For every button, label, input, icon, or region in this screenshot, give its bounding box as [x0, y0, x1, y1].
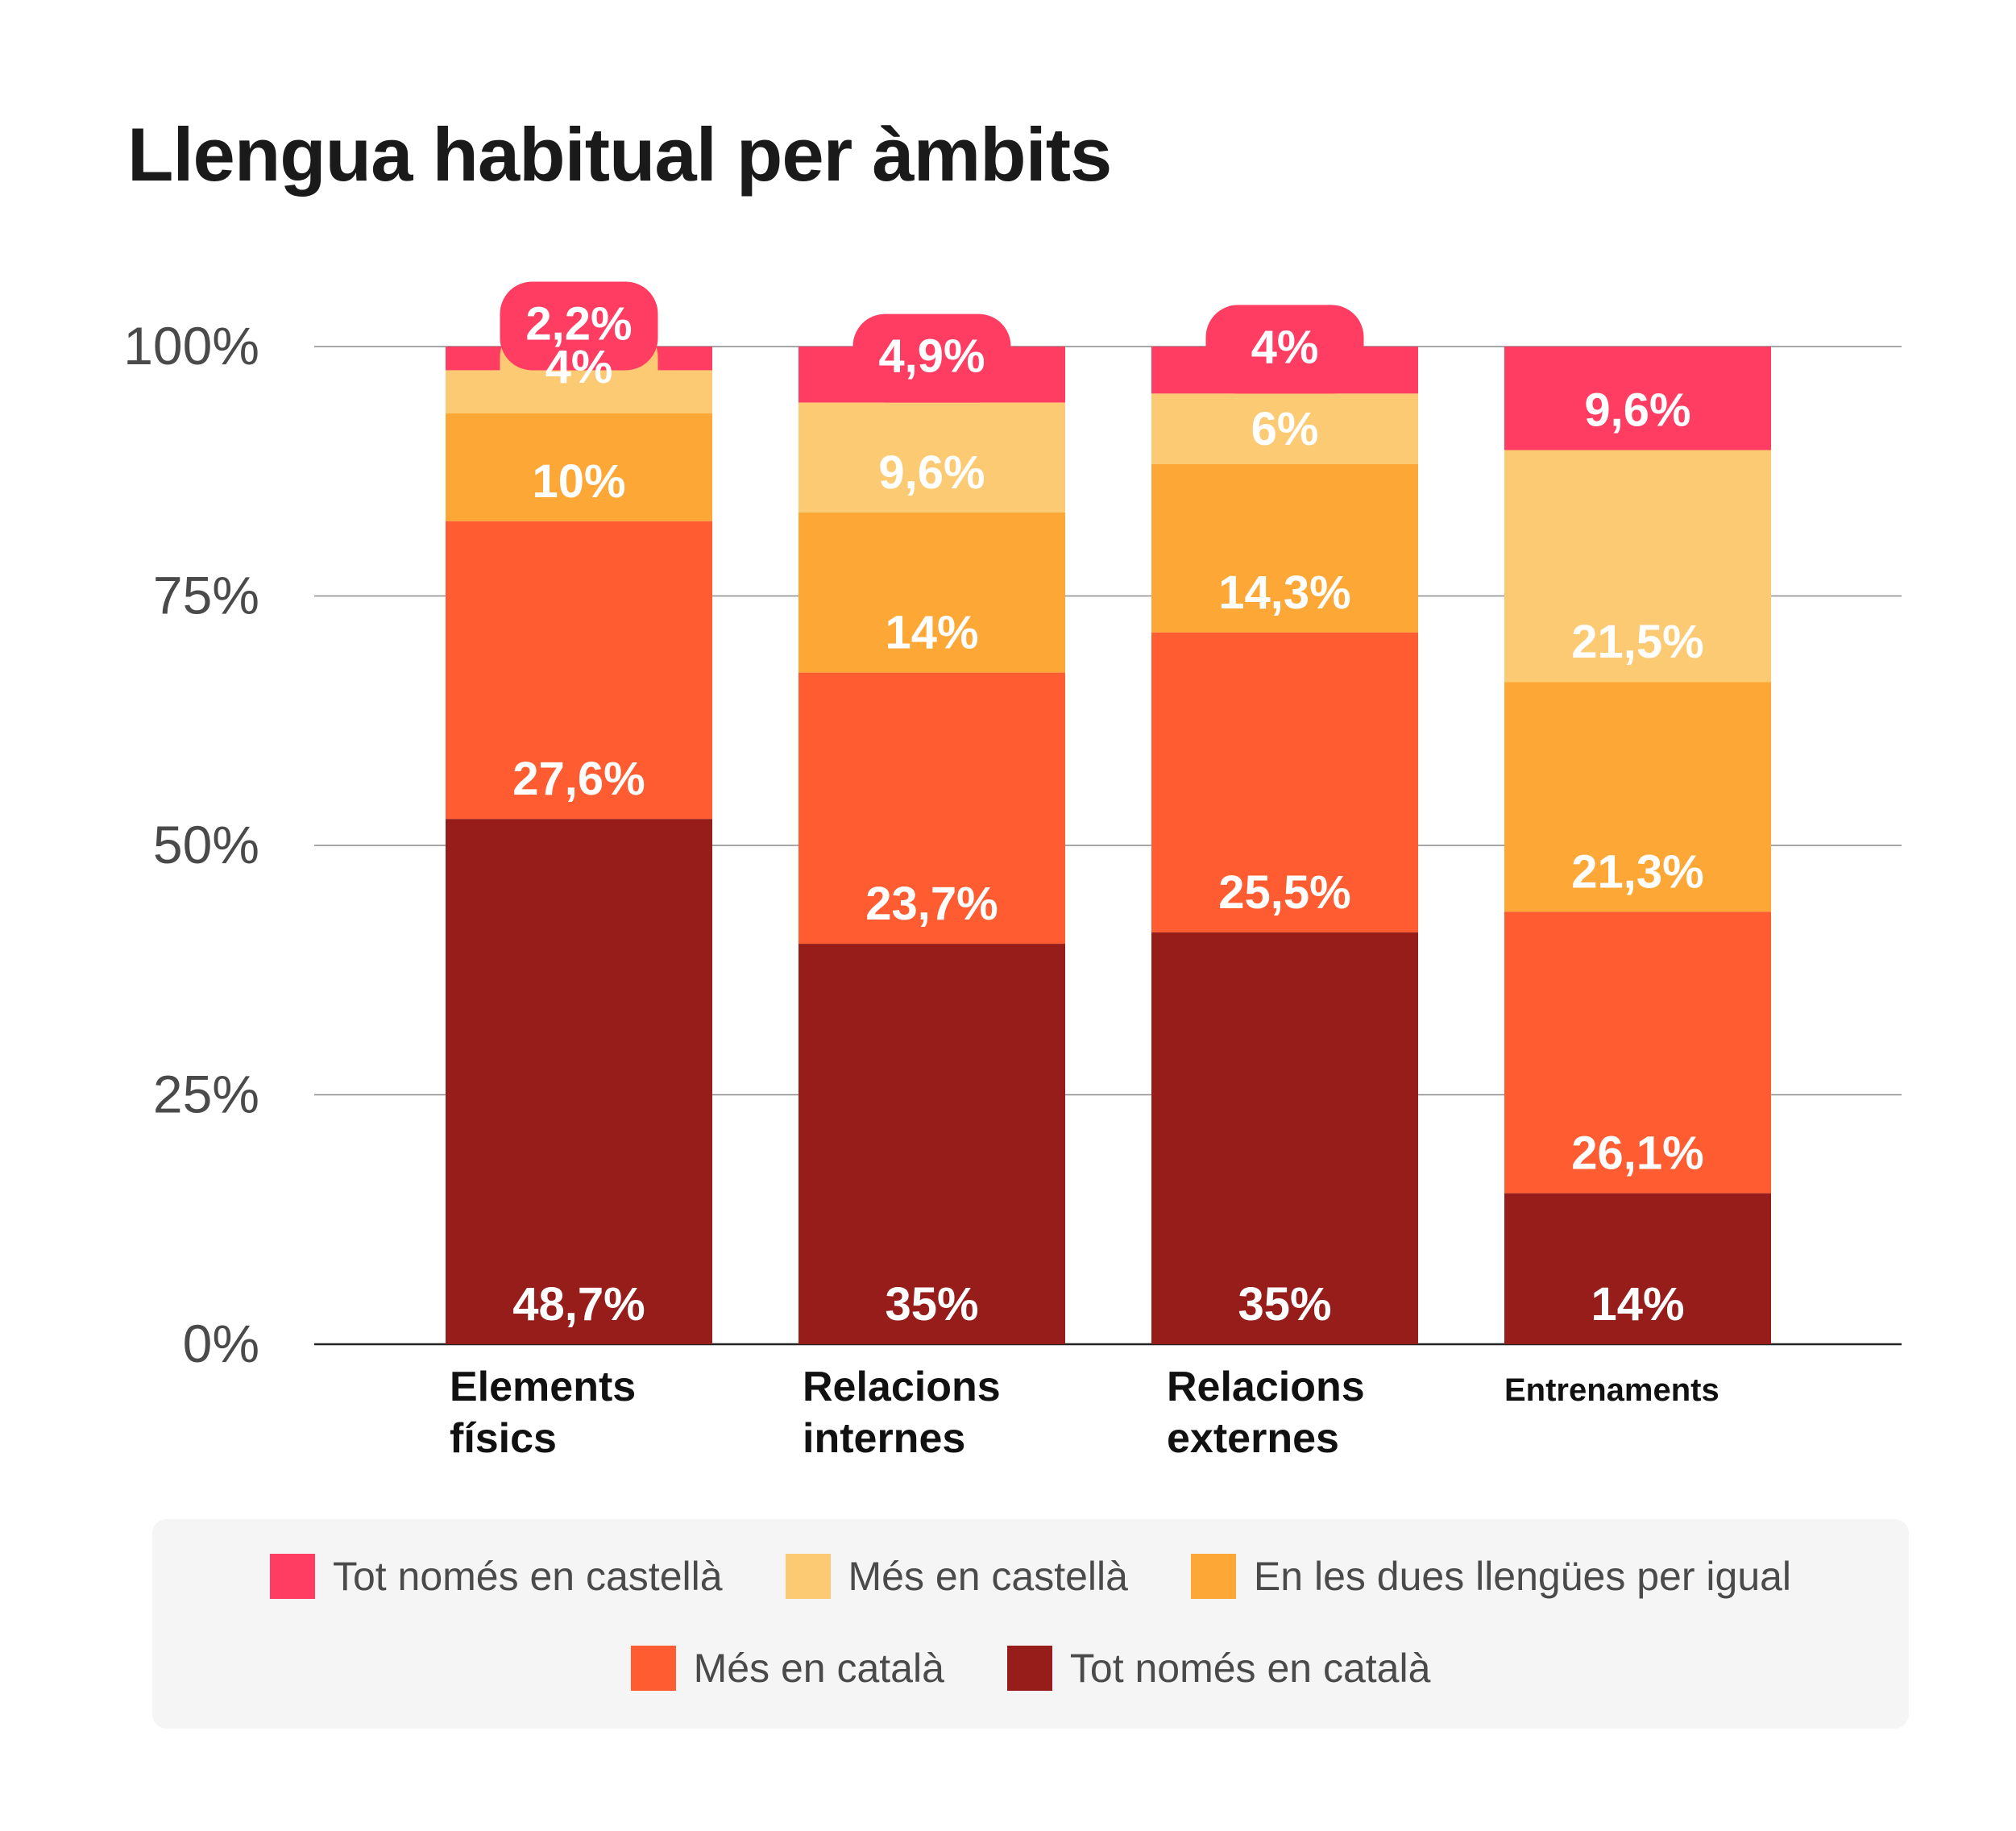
- bar-segment: [1504, 450, 1771, 683]
- label-tab: [500, 281, 658, 371]
- data-label: 35%: [1238, 1278, 1331, 1331]
- bar-segment: [446, 819, 712, 1344]
- category-label: Relacions: [803, 1364, 1001, 1410]
- category-label: Elements: [450, 1364, 636, 1410]
- bar-segment: [1151, 932, 1418, 1344]
- legend-swatch: [785, 1554, 831, 1599]
- legend-label: Tot només en castellà: [332, 1554, 723, 1599]
- data-label: 25,5%: [1218, 866, 1350, 919]
- category-label: físics: [450, 1415, 557, 1462]
- legend-row: Tot només en castellà Més en castellà En…: [152, 1553, 1909, 1600]
- data-label: 14,3%: [1218, 567, 1350, 619]
- category-label: internes: [803, 1415, 965, 1462]
- y-tick-label: 25%: [153, 1065, 259, 1124]
- label-tab: [852, 313, 1011, 403]
- bar-segment: [799, 402, 1065, 513]
- data-label: 4%: [545, 341, 613, 393]
- data-label: 26,1%: [1571, 1127, 1703, 1180]
- legend-item-tot-catala: Tot només en català: [1006, 1645, 1431, 1692]
- data-label: 6%: [1251, 403, 1319, 455]
- bar-segment: [1504, 1193, 1771, 1344]
- y-tick-label: 75%: [153, 566, 259, 625]
- legend-swatch: [1006, 1646, 1052, 1691]
- bar-segment: [1151, 632, 1418, 933]
- category-label: externes: [1167, 1415, 1339, 1462]
- bar-segment: [1151, 463, 1418, 633]
- data-label: 10%: [532, 455, 625, 508]
- legend-row: Més en català Tot només en català: [152, 1645, 1909, 1692]
- legend-label: Més en català: [693, 1646, 944, 1691]
- label-tab: [1205, 305, 1364, 394]
- legend-item-dues-llengues: En les dues llengües per igual: [1190, 1553, 1792, 1600]
- chart-title: Llengua habitual per àmbits: [127, 112, 1112, 197]
- bar-segment: [446, 413, 712, 521]
- legend: Tot només en castellà Més en castellà En…: [152, 1519, 1909, 1729]
- legend-swatch: [269, 1554, 315, 1599]
- data-label: 35%: [885, 1278, 978, 1331]
- bar-segment: [799, 672, 1065, 945]
- bar-segment: [1151, 393, 1418, 464]
- y-tick-label: 100%: [123, 316, 259, 376]
- category-label: Relacions: [1167, 1364, 1365, 1410]
- bar-segment: [1504, 347, 1771, 450]
- legend-label: En les dues llengües per igual: [1253, 1554, 1792, 1599]
- data-label: 48,7%: [512, 1278, 645, 1331]
- data-label: 14%: [885, 607, 978, 659]
- bar-segment: [799, 512, 1065, 673]
- legend-item-mes-catala: Més en català: [630, 1645, 944, 1692]
- stacked-bar-chart: 0%25%50%75%100%48,7%27,6%10%4%2,2%Elemen…: [123, 281, 1902, 1462]
- data-label: 23,7%: [865, 878, 998, 930]
- data-label: 14%: [1591, 1278, 1684, 1331]
- legend-label: Tot només en català: [1069, 1646, 1431, 1691]
- bar-segment: [799, 944, 1065, 1344]
- legend-label: Més en castellà: [848, 1554, 1128, 1599]
- data-label: 9,6%: [1584, 384, 1690, 436]
- y-tick-label: 50%: [153, 815, 259, 874]
- legend-item-tot-castella: Tot només en castellà: [269, 1553, 723, 1600]
- data-label: 4,9%: [878, 330, 985, 383]
- bar-segment: [1504, 911, 1771, 1194]
- data-label: 9,6%: [878, 446, 985, 499]
- bar-segment: [446, 521, 712, 820]
- legend-swatch: [1190, 1554, 1236, 1599]
- category-label: Entrenaments: [1504, 1372, 1719, 1408]
- y-tick-label: 0%: [183, 1314, 259, 1373]
- data-label: 2,2%: [525, 297, 632, 350]
- data-label: 21,5%: [1571, 616, 1703, 668]
- data-label: 21,3%: [1571, 845, 1703, 898]
- legend-swatch: [630, 1646, 676, 1691]
- data-label: 27,6%: [512, 753, 645, 805]
- bar-segment: [1504, 682, 1771, 912]
- legend-item-mes-castella: Més en castellà: [785, 1553, 1128, 1600]
- data-label: 4%: [1251, 321, 1319, 373]
